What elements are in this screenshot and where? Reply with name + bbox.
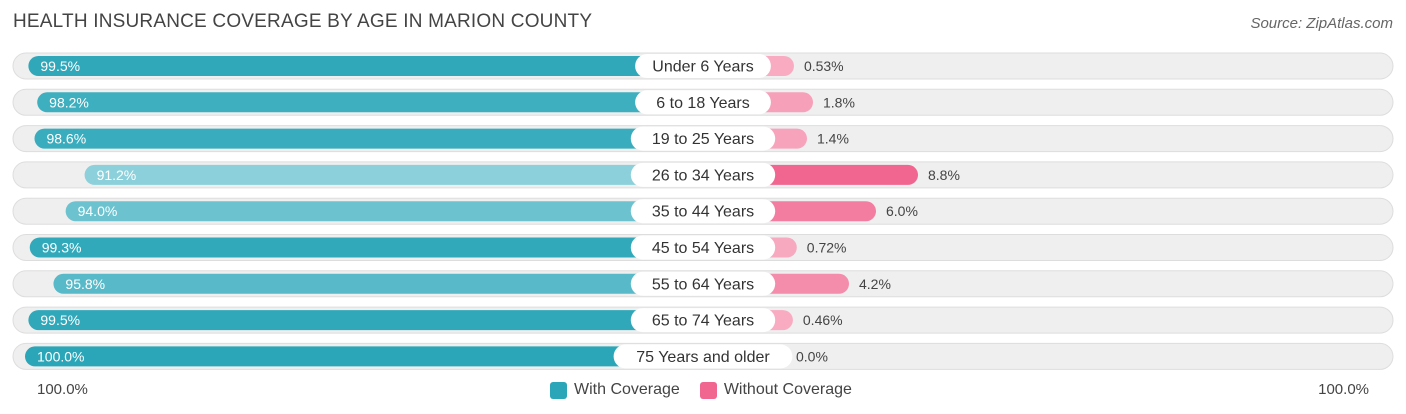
bar-with-coverage <box>53 273 702 294</box>
without-coverage-value-label: 6.0% <box>886 203 918 219</box>
category-label-pill <box>630 162 776 187</box>
without-coverage-value-label: 0.46% <box>803 312 843 328</box>
chart-row: 91.2% 8.8% 26 to 34 Years <box>12 161 1394 189</box>
bar-with-coverage <box>84 164 703 185</box>
without-coverage-value-label: 8.8% <box>928 167 960 183</box>
with-coverage-value-label: 95.8% <box>65 276 105 292</box>
legend-item-with-coverage: With Coverage <box>550 381 680 399</box>
category-label: 55 to 64 Years <box>652 276 754 293</box>
legend-swatch-with-coverage <box>550 381 567 399</box>
chart-row: 94.0% 6.0% 35 to 44 Years <box>12 197 1394 225</box>
bar-with-coverage <box>28 310 702 331</box>
category-label: 6 to 18 Years <box>656 95 749 112</box>
chart-row: 99.5% 0.46% 65 to 74 Years <box>12 306 1394 334</box>
axis-right-label: 100.0% <box>1318 381 1369 398</box>
chart-title: HEALTH INSURANCE COVERAGE BY AGE IN MARI… <box>13 11 593 32</box>
category-label-pill <box>630 308 776 333</box>
category-label-pill <box>630 126 776 151</box>
category-label: 45 to 54 Years <box>652 240 754 257</box>
category-label-pill <box>613 344 793 369</box>
with-coverage-value-label: 91.2% <box>97 167 137 183</box>
category-label-pill <box>630 271 776 296</box>
legend-label-without-coverage: Without Coverage <box>723 381 852 398</box>
bar-with-coverage <box>28 56 702 76</box>
without-coverage-value-label: 0.0% <box>796 348 828 364</box>
chart-row: 98.6% 1.4% 19 to 25 Years <box>12 125 1394 153</box>
category-label: 75 Years and older <box>636 349 770 366</box>
with-coverage-value-label: 98.6% <box>46 131 86 147</box>
legend-swatch-without-coverage <box>699 381 717 399</box>
chart-row: 95.8% 4.2% 55 to 64 Years <box>12 270 1394 298</box>
legend-label-with-coverage: With Coverage <box>574 381 680 398</box>
chart-svg: 99.5% 0.53% Under 6 Years 98.2% 1.8% 6 to 18 … <box>12 52 1394 370</box>
with-coverage-value-label: 94.0% <box>78 203 118 219</box>
with-coverage-value-label: 99.5% <box>40 312 80 328</box>
bar-with-coverage <box>37 92 703 113</box>
with-coverage-value-label: 99.3% <box>42 240 82 256</box>
category-label-pill <box>635 90 771 115</box>
with-coverage-value-label: 99.5% <box>40 58 80 74</box>
without-coverage-value-label: 1.4% <box>817 131 849 147</box>
without-coverage-value-label: 0.53% <box>804 58 844 74</box>
category-label-pill <box>635 54 771 78</box>
source-note: Source: ZipAtlas.com <box>1250 15 1393 32</box>
category-label: 65 to 74 Years <box>652 313 754 330</box>
category-label: 35 to 44 Years <box>652 204 754 221</box>
chart-row: 99.5% 0.53% Under 6 Years <box>12 52 1394 80</box>
bar-with-coverage <box>34 128 702 149</box>
category-label: 26 to 34 Years <box>652 167 754 184</box>
category-label: Under 6 Years <box>652 59 753 76</box>
legend-item-without-coverage: Without Coverage <box>699 381 852 399</box>
bar-with-coverage <box>29 237 702 258</box>
axis-left-label: 100.0% <box>37 381 88 398</box>
with-coverage-value-label: 100.0% <box>37 348 84 364</box>
chart-row: 98.2% 1.8% 6 to 18 Years <box>12 88 1394 116</box>
bar-with-coverage <box>65 201 703 222</box>
without-coverage-value-label: 4.2% <box>859 276 891 292</box>
legend: 100.0% With Coverage Without Coverage 10… <box>0 379 1406 401</box>
without-coverage-value-label: 0.72% <box>807 240 847 256</box>
category-label-pill <box>630 235 776 260</box>
bar-with-coverage <box>25 346 702 367</box>
with-coverage-value-label: 98.2% <box>49 94 89 110</box>
chart-row: 100.0% 0.0% 75 Years and older <box>12 342 1394 370</box>
category-label: 19 to 25 Years <box>652 131 754 148</box>
category-label-pill <box>630 199 776 224</box>
without-coverage-value-label: 1.8% <box>823 94 855 110</box>
chart-row: 99.3% 0.72% 45 to 54 Years <box>12 234 1394 261</box>
